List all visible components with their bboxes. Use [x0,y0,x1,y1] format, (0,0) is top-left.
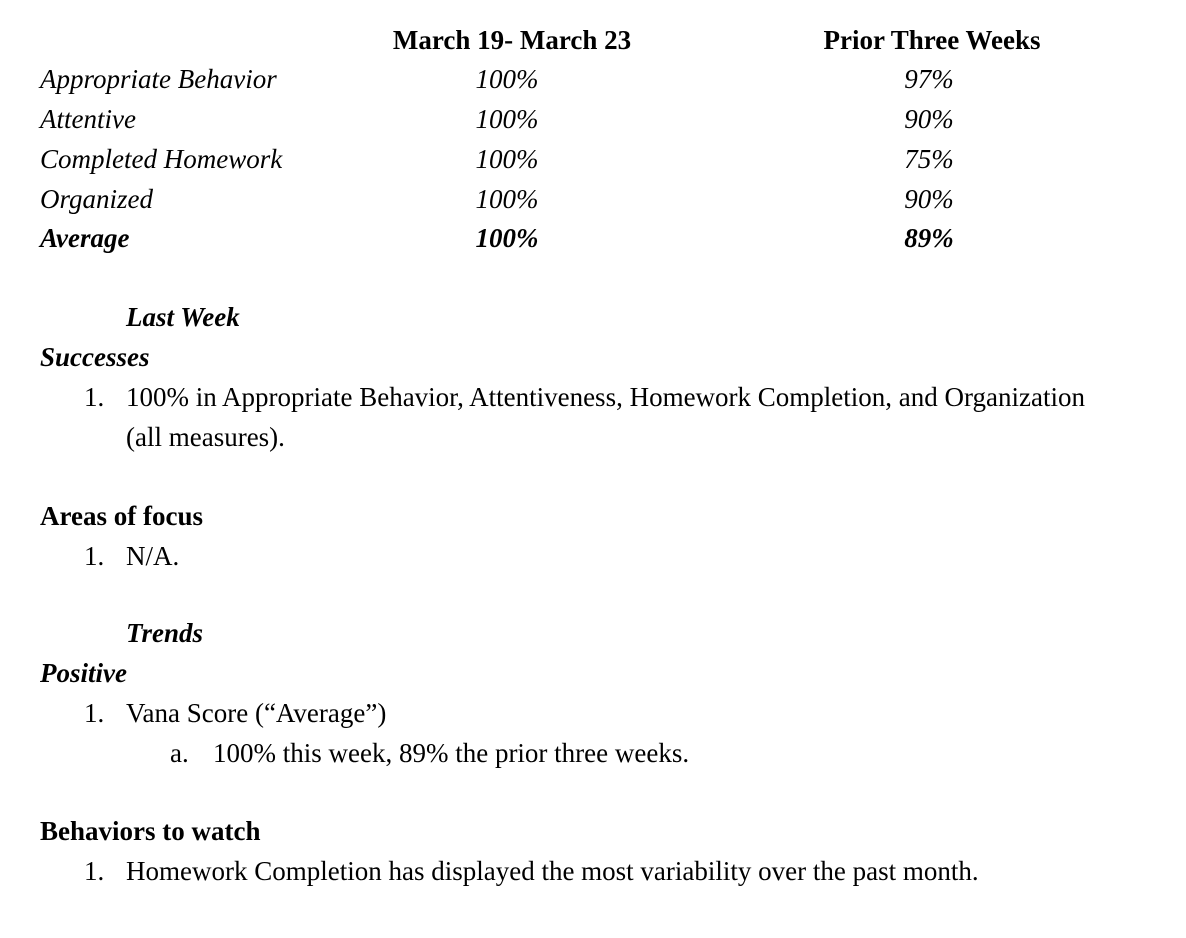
cell-week-attentive: 100% [475,104,539,134]
positive-item-text: Vana Score (“Average”) [126,698,387,728]
cell-prior-average: 89% [904,223,954,253]
cell-week-appropriate-behavior: 100% [475,64,539,94]
successes-item-number: 1. [84,382,105,412]
trends-heading: Trends [126,618,204,648]
positive-item-number: 1. [84,698,105,728]
cell-prior-completed-homework: 75% [904,144,954,174]
successes-heading: Successes [40,342,150,372]
focus-item-text: N/A. [126,541,180,571]
cell-prior-organized: 90% [904,184,954,214]
areas-of-focus-heading: Areas of focus [40,501,203,531]
cell-week-average: 100% [475,223,539,253]
column-header-current-week: March 19- March 23 [392,25,632,55]
column-header-prior-weeks: Prior Three Weeks [823,25,1041,55]
watch-item-text: Homework Completion has displayed the mo… [126,856,979,886]
last-week-heading: Last Week [126,302,240,332]
positive-subitem-letter: a. [170,738,189,768]
watch-item-number: 1. [84,856,105,886]
cell-prior-appropriate-behavior: 97% [904,64,954,94]
cell-prior-attentive: 90% [904,104,954,134]
row-label-organized: Organized [40,184,153,214]
row-label-average: Average [40,223,130,253]
positive-subitem-text: 100% this week, 89% the prior three week… [213,738,690,768]
successes-item-line-2: (all measures). [126,422,285,452]
behaviors-to-watch-heading: Behaviors to watch [40,816,261,846]
cell-week-organized: 100% [475,184,539,214]
successes-item-line-1: 100% in Appropriate Behavior, Attentiven… [126,382,1085,412]
row-label-attentive: Attentive [40,104,136,134]
cell-week-completed-homework: 100% [475,144,539,174]
focus-item-number: 1. [84,541,105,571]
positive-heading: Positive [40,658,127,688]
row-label-completed-homework: Completed Homework [40,144,283,174]
row-label-appropriate-behavior: Appropriate Behavior [40,64,277,94]
